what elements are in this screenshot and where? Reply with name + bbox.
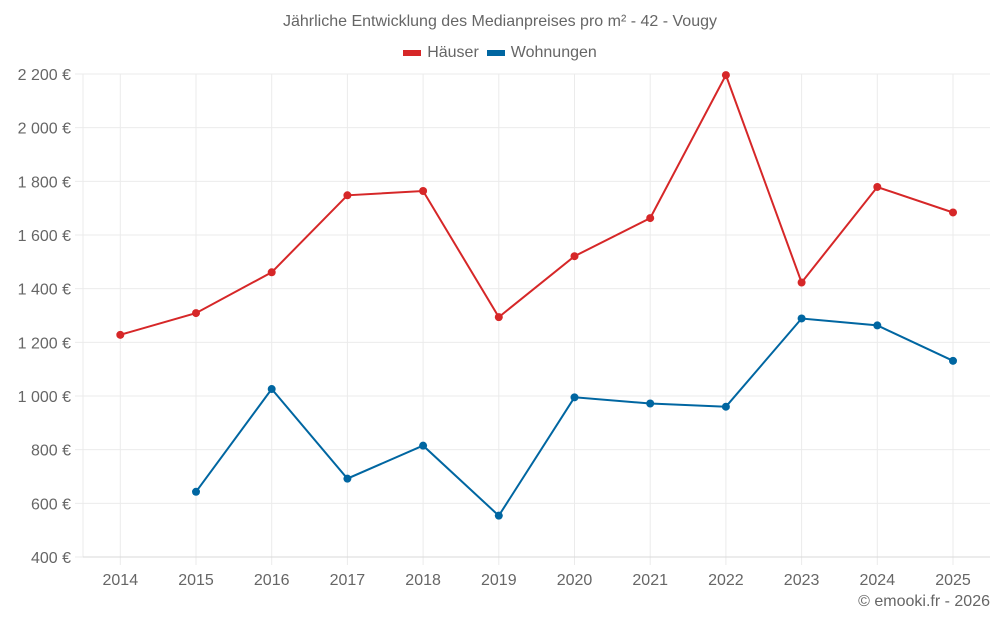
y-tick-label: 1 000 € xyxy=(18,389,71,406)
series-wohnungen xyxy=(192,314,957,520)
y-tick-label: 1 200 € xyxy=(18,335,71,352)
data-point[interactable] xyxy=(267,268,276,277)
x-tick-label: 2016 xyxy=(254,572,290,589)
data-point[interactable] xyxy=(721,71,730,80)
y-axis: 400 € 600 € 800 € 1 000 € 1 200 € 1 400 € 1 60… xyxy=(18,67,83,567)
data-point[interactable] xyxy=(343,191,352,200)
x-tick-label: 2021 xyxy=(632,572,668,589)
series-huser xyxy=(116,71,957,339)
y-tick-label: 600 € xyxy=(31,496,71,513)
data-point[interactable] xyxy=(797,314,806,323)
data-point[interactable] xyxy=(494,313,503,322)
data-point[interactable] xyxy=(494,511,503,520)
data-point[interactable] xyxy=(419,186,428,195)
legend-item-wohnungen[interactable]: Wohnungen xyxy=(486,44,597,62)
x-tick-label: 2017 xyxy=(330,572,366,589)
y-tick-label: 2 200 € xyxy=(18,67,71,84)
x-tick-label: 2024 xyxy=(860,572,896,589)
data-point[interactable] xyxy=(949,208,957,217)
data-point[interactable] xyxy=(570,393,579,402)
data-point[interactable] xyxy=(116,330,125,339)
x-tick-label: 2025 xyxy=(935,572,971,589)
data-series xyxy=(116,71,957,520)
chart-title: Jährliche Entwicklung des Medianpreises … xyxy=(283,13,717,30)
x-axis: 2014 2015 2016 2017 2018 2019 2020 2021 2022 2023… xyxy=(83,556,990,589)
data-point[interactable] xyxy=(343,474,352,483)
data-point[interactable] xyxy=(192,309,200,318)
x-tick-label: 2018 xyxy=(405,572,441,589)
legend-label-wohnungen: Wohnungen xyxy=(510,44,597,61)
data-point[interactable] xyxy=(646,214,655,223)
y-tick-label: 1 400 € xyxy=(18,282,71,299)
x-tick-label: 2019 xyxy=(481,572,517,589)
y-tick-label: 1 600 € xyxy=(18,228,71,245)
x-tick-label: 2022 xyxy=(708,572,744,589)
x-tick-label: 2015 xyxy=(178,572,214,589)
data-point[interactable] xyxy=(646,399,655,408)
data-point[interactable] xyxy=(570,252,579,261)
legend-item-haeuser[interactable]: Häuser xyxy=(403,44,479,62)
grid-lines xyxy=(82,73,990,565)
data-point[interactable] xyxy=(192,487,200,496)
legend-label-haeuser: Häuser xyxy=(427,44,479,61)
data-point[interactable] xyxy=(267,385,276,394)
data-point[interactable] xyxy=(873,321,882,330)
x-tick-label: 2020 xyxy=(557,572,593,589)
data-point[interactable] xyxy=(419,441,428,450)
legend-swatch-haeuser xyxy=(403,50,422,56)
y-tick-label: 800 € xyxy=(31,443,71,460)
y-tick-label: 400 € xyxy=(31,550,71,567)
data-point[interactable] xyxy=(949,356,957,365)
y-tick-label: 1 800 € xyxy=(18,174,71,191)
x-tick-label: 2014 xyxy=(103,572,139,589)
x-tick-label: 2023 xyxy=(784,572,820,589)
chart-legend: Häuser Wohnungen xyxy=(0,44,1000,62)
copyright-credit: © emooki.fr - 2026 xyxy=(858,593,990,610)
y-tick-label: 2 000 € xyxy=(18,121,71,138)
legend-swatch-wohnungen xyxy=(486,50,505,56)
data-point[interactable] xyxy=(797,278,806,287)
data-point[interactable] xyxy=(873,182,882,191)
series-line xyxy=(120,72,954,336)
data-point[interactable] xyxy=(721,402,730,411)
